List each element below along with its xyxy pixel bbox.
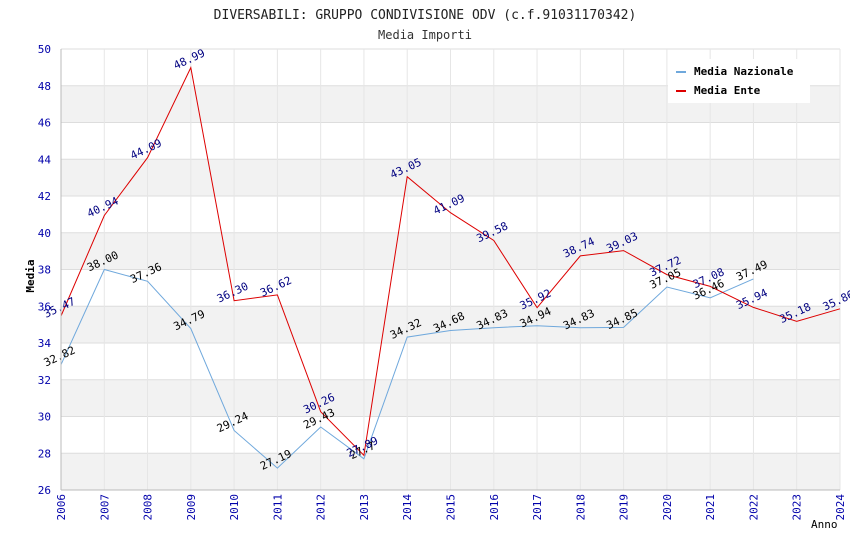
x-tick-label: 2012 [315, 494, 328, 521]
y-tick-label: 30 [38, 411, 51, 424]
legend-entry-ente: Media Ente [694, 84, 761, 97]
y-tick-label: 48 [38, 80, 51, 93]
y-axis-label: Media [24, 259, 37, 292]
series-lines [60, 66, 841, 469]
data-label: 48.99 [172, 46, 208, 72]
x-tick-label: 2006 [55, 494, 68, 521]
y-tick-label: 38 [38, 264, 51, 277]
y-tick-label: 26 [38, 484, 51, 497]
x-tick-label: 2024 [834, 494, 847, 521]
y-tick-label: 28 [38, 447, 51, 460]
y-tick-label: 42 [38, 190, 51, 203]
x-tick-label: 2011 [271, 494, 284, 521]
y-tick-label: 50 [38, 43, 51, 56]
x-tick-label: 2020 [661, 494, 674, 521]
x-tick-label: 2021 [704, 494, 717, 521]
x-tick-label: 2019 [618, 494, 631, 521]
y-tick-label: 36 [38, 300, 51, 313]
x-tick-label: 2022 [747, 494, 760, 521]
grid-lines [60, 48, 841, 491]
x-tick-label: 2023 [791, 494, 804, 521]
series-line-nazionale [60, 268, 754, 469]
x-axis-label: Anno [811, 518, 838, 531]
x-tick-label: 2017 [531, 494, 544, 521]
data-label: 36.30 [215, 280, 251, 306]
series-line-ente [60, 66, 841, 457]
y-axis: 26 28 30 32 34 36 38 40 42 44 46 48 50 [38, 43, 62, 497]
data-label: 44.09 [128, 137, 164, 163]
legend-box [668, 59, 810, 103]
x-tick-label: 2008 [142, 494, 155, 521]
x-tick-label: 2009 [185, 494, 198, 521]
data-label: 36.62 [258, 274, 294, 300]
y-tick-label: 46 [38, 117, 51, 130]
legend-entry-nazionale: Media Nazionale [694, 65, 794, 78]
y-tick-label: 34 [38, 337, 52, 350]
legend: Media Nazionale Media Ente [668, 59, 810, 103]
x-axis: 2006 2007 2008 2009 2010 2011 2012 2013 2014 2015… [55, 489, 847, 521]
y-tick-label: 44 [38, 153, 52, 166]
chart-title: DIVERSABILI: GRUPPO CONDIVISIONE ODV (c.… [214, 8, 637, 23]
x-tick-label: 2018 [574, 494, 587, 521]
y-tick-label: 40 [38, 227, 51, 240]
x-tick-label: 2010 [228, 494, 241, 521]
x-tick-label: 2016 [488, 494, 501, 521]
x-tick-label: 2013 [358, 494, 371, 521]
chart-subtitle: Media Importi [378, 28, 472, 42]
x-tick-label: 2007 [98, 494, 111, 521]
x-tick-label: 2014 [401, 494, 414, 521]
data-label: 40.94 [85, 194, 121, 220]
y-tick-label: 32 [38, 374, 51, 387]
x-tick-label: 2015 [445, 494, 458, 521]
